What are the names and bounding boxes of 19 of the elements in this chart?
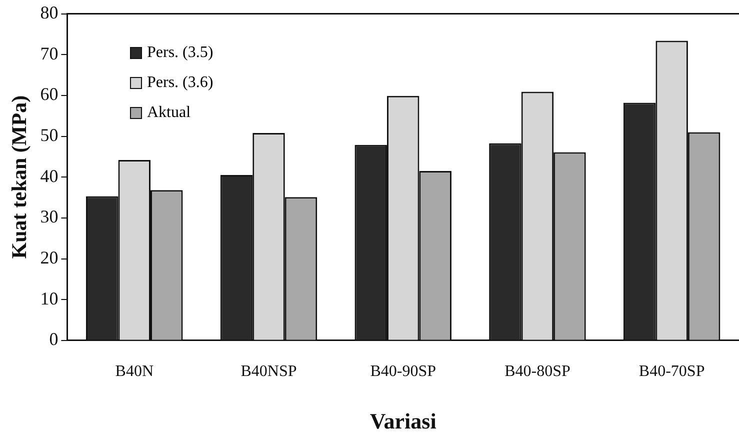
- y-tick-label: 60: [40, 84, 58, 104]
- y-tick-label: 0: [49, 329, 58, 350]
- x-tick-label: B40NSP: [240, 363, 297, 380]
- y-tick-label: 70: [40, 43, 58, 64]
- legend-label: Pers. (3.5): [147, 43, 214, 63]
- x-tick-label: B40-70SP: [638, 363, 705, 380]
- x-tick-label: B40N: [115, 363, 154, 380]
- y-tick-label: 80: [40, 2, 58, 23]
- y-tick-label: 10: [40, 288, 58, 308]
- legend-label: Aktual: [147, 103, 191, 123]
- x-tick-label: B40-90SP: [370, 363, 436, 380]
- y-tick-label: 50: [40, 125, 58, 146]
- legend-label: Pers. (3.6): [147, 73, 214, 93]
- x-axis-title: Variasi: [370, 408, 436, 434]
- y-axis-title: Kuat tekan (MPa): [7, 95, 32, 259]
- y-tick-label: 20: [40, 247, 58, 268]
- y-tick-label: 30: [40, 206, 58, 227]
- x-tick-label: B40-80SP: [504, 363, 570, 380]
- y-tick-label: 40: [40, 166, 58, 186]
